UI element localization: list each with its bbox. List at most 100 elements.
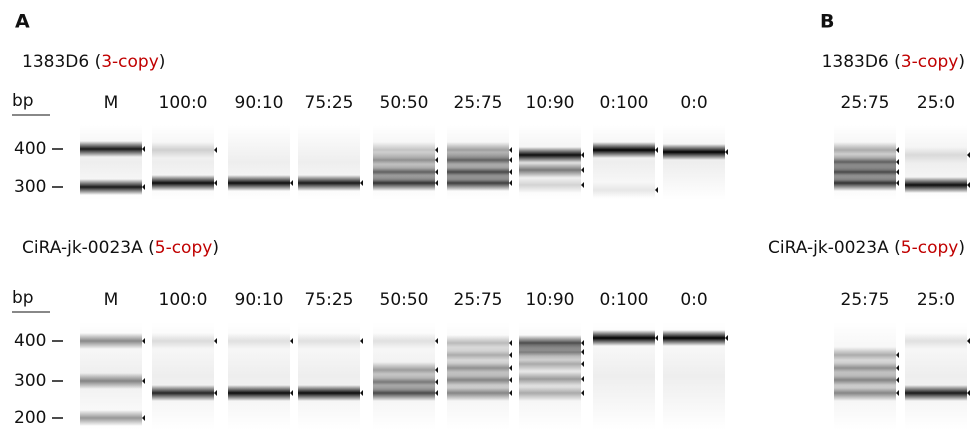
band-arrow	[967, 390, 970, 396]
lane-label: 0:100	[600, 290, 649, 310]
title-part: )	[958, 52, 965, 72]
band-arrow	[290, 180, 293, 186]
unit-label: bp	[12, 288, 34, 308]
band-arrow	[967, 152, 970, 158]
band	[834, 175, 896, 191]
panel-label: B	[820, 11, 834, 33]
lane-label: 50:50	[380, 93, 429, 113]
band	[905, 177, 967, 193]
band-arrow	[290, 338, 293, 344]
band-arrow	[509, 390, 512, 396]
band	[298, 333, 360, 349]
band-arrow	[896, 390, 899, 396]
band-arrow	[655, 335, 658, 341]
band	[905, 385, 967, 401]
marker-label: 400	[14, 331, 46, 351]
band	[152, 142, 214, 158]
band-arrow	[509, 147, 512, 153]
band-arrow	[725, 335, 728, 341]
band-arrow	[214, 147, 217, 153]
band-arrow	[142, 184, 145, 190]
band-arrow	[896, 377, 899, 383]
band	[593, 142, 655, 158]
band-arrow	[581, 182, 584, 188]
band	[80, 141, 142, 157]
band-arrow	[435, 157, 438, 163]
band-arrow	[214, 180, 217, 186]
title-part: 3-copy	[101, 52, 159, 72]
title-part: 1383D6 (	[822, 52, 901, 72]
band	[373, 385, 435, 401]
band-arrow	[360, 390, 363, 396]
blot-title: 1383D6 (3-copy)	[22, 52, 165, 72]
band-arrow	[581, 152, 584, 158]
title-part: 1383D6 (	[22, 52, 101, 72]
band-arrow	[509, 365, 512, 371]
marker-label: 400	[14, 139, 46, 159]
band-arrow	[435, 338, 438, 344]
lane-label: 0:0	[680, 290, 707, 310]
band-arrow	[896, 147, 899, 153]
band-arrow	[896, 352, 899, 358]
lane-label: 0:0	[680, 93, 707, 113]
lane-label: M	[104, 290, 119, 310]
lane-label: 25:75	[454, 93, 503, 113]
lane-label: 10:90	[526, 290, 575, 310]
title-part: CiRA-jk-0023A (	[768, 238, 901, 258]
band	[593, 182, 655, 198]
band	[80, 373, 142, 389]
lane	[663, 125, 725, 200]
band-arrow	[435, 180, 438, 186]
blot-title: CiRA-jk-0023A (5-copy)	[768, 238, 965, 258]
band	[834, 385, 896, 401]
lane-label: 25:0	[917, 93, 955, 113]
lane-label: 25:75	[841, 290, 890, 310]
band-arrow	[435, 169, 438, 175]
band-arrow	[509, 180, 512, 186]
band	[298, 385, 360, 401]
title-part: 5-copy	[155, 238, 213, 258]
panel-label: A	[15, 11, 30, 33]
lane-label: 100:0	[159, 93, 208, 113]
band	[228, 333, 290, 349]
band	[905, 147, 967, 163]
title-part: CiRA-jk-0023A (	[22, 238, 155, 258]
band	[152, 385, 214, 401]
band	[519, 356, 581, 372]
band	[519, 177, 581, 193]
lane-label: 90:10	[235, 93, 284, 113]
band	[152, 333, 214, 349]
band	[519, 147, 581, 163]
title-part: )	[159, 52, 166, 72]
band	[228, 175, 290, 191]
band-arrow	[967, 182, 970, 188]
band	[593, 330, 655, 346]
band-arrow	[360, 338, 363, 344]
lane-label: 0:100	[600, 93, 649, 113]
band-arrow	[655, 147, 658, 153]
band	[80, 333, 142, 349]
band-arrow	[509, 157, 512, 163]
band-arrow	[214, 390, 217, 396]
band-arrow	[214, 338, 217, 344]
band-arrow	[435, 367, 438, 373]
band-arrow	[581, 376, 584, 382]
band-arrow	[142, 415, 145, 421]
band-arrow	[435, 390, 438, 396]
band-arrow	[509, 377, 512, 383]
band-arrow	[581, 167, 584, 173]
lane-label: 100:0	[159, 290, 208, 310]
band-arrow	[142, 338, 145, 344]
band-arrow	[725, 149, 728, 155]
band-arrow	[581, 349, 584, 355]
band	[298, 175, 360, 191]
band-arrow	[581, 390, 584, 396]
marker-label: 300	[14, 371, 46, 391]
band	[373, 175, 435, 191]
band-arrow	[896, 180, 899, 186]
band-arrow	[896, 365, 899, 371]
lane-label: 25:75	[454, 290, 503, 310]
band	[80, 179, 142, 195]
lane-label: 75:25	[305, 93, 354, 113]
lane-label: 75:25	[305, 290, 354, 310]
